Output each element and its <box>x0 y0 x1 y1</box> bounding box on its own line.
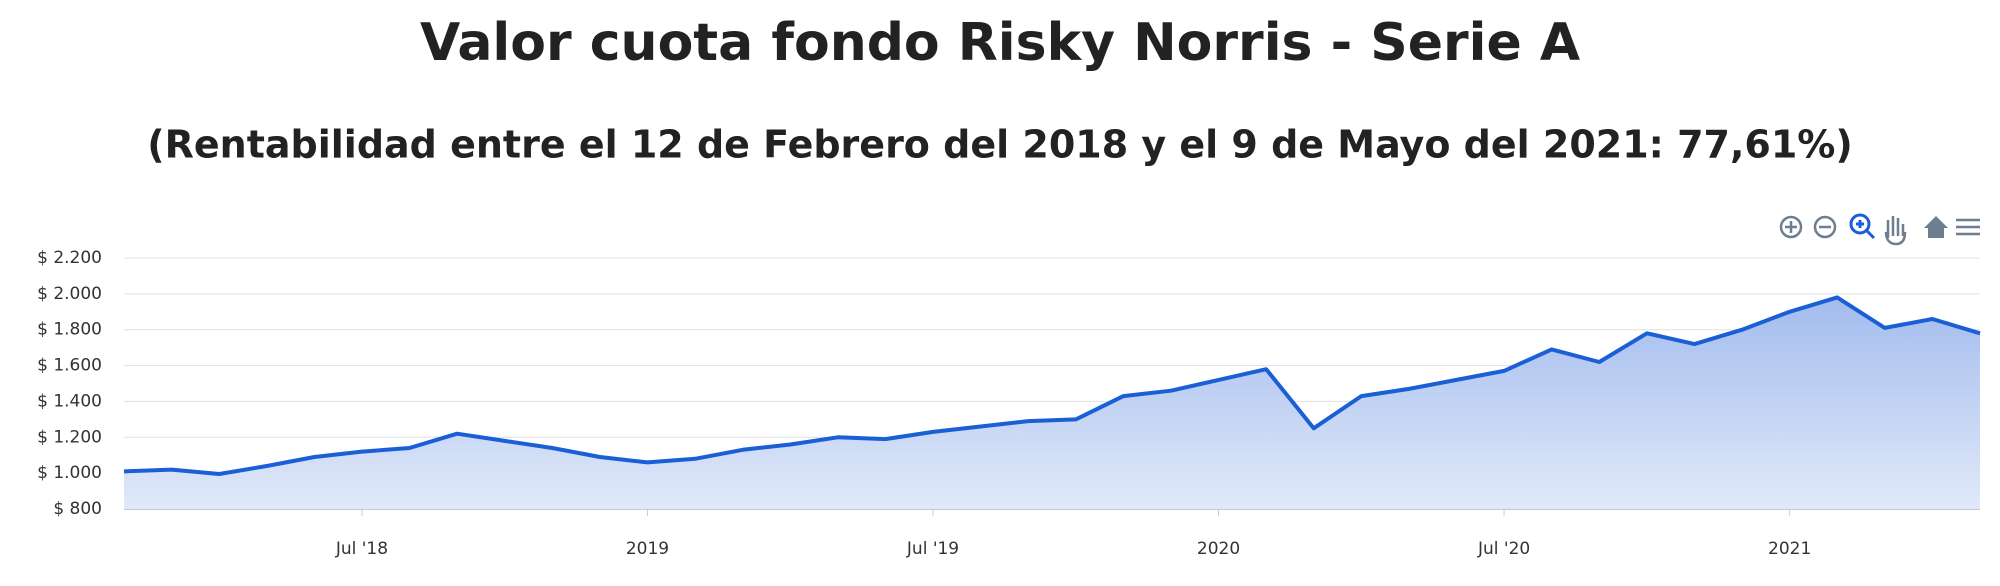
toolbar <box>1779 213 1980 246</box>
area <box>124 297 1980 509</box>
y-tick-label: $ 1.600 <box>37 356 102 376</box>
y-tick-label: $ 2.200 <box>37 248 102 268</box>
y-tick-label: $ 2.000 <box>37 284 102 304</box>
x-tick-label: Jul '19 <box>906 539 959 559</box>
x-tick-label: 2021 <box>1768 539 1811 559</box>
selection-zoom-button[interactable] <box>1849 213 1876 240</box>
line <box>123 295 1981 476</box>
y-tick-label: $ 1.000 <box>37 463 102 483</box>
x-tick-label: Jul '18 <box>335 539 388 559</box>
reset-button[interactable] <box>1924 216 1948 238</box>
x-tick-label: 2020 <box>1197 539 1240 559</box>
menu-button[interactable] <box>1956 218 1980 236</box>
chart-subtitle: (Rentabilidad entre el 12 de Febrero del… <box>147 123 1852 167</box>
y-tick-label: $ 1.200 <box>37 427 102 447</box>
y-tick-label: $ 800 <box>53 499 102 519</box>
chart-title: Valor cuota fondo Risky Norris - Serie A <box>420 13 1580 73</box>
zoom-out-button[interactable] <box>1813 215 1837 239</box>
y-tick-label: $ 1.800 <box>37 320 102 340</box>
y-tick-label: $ 1.400 <box>37 391 102 411</box>
zoom-in-button[interactable] <box>1779 215 1803 239</box>
pan-button[interactable] <box>1884 216 1907 246</box>
x-tick-label: 2019 <box>626 539 669 559</box>
x-tick-label: Jul '20 <box>1477 539 1530 559</box>
